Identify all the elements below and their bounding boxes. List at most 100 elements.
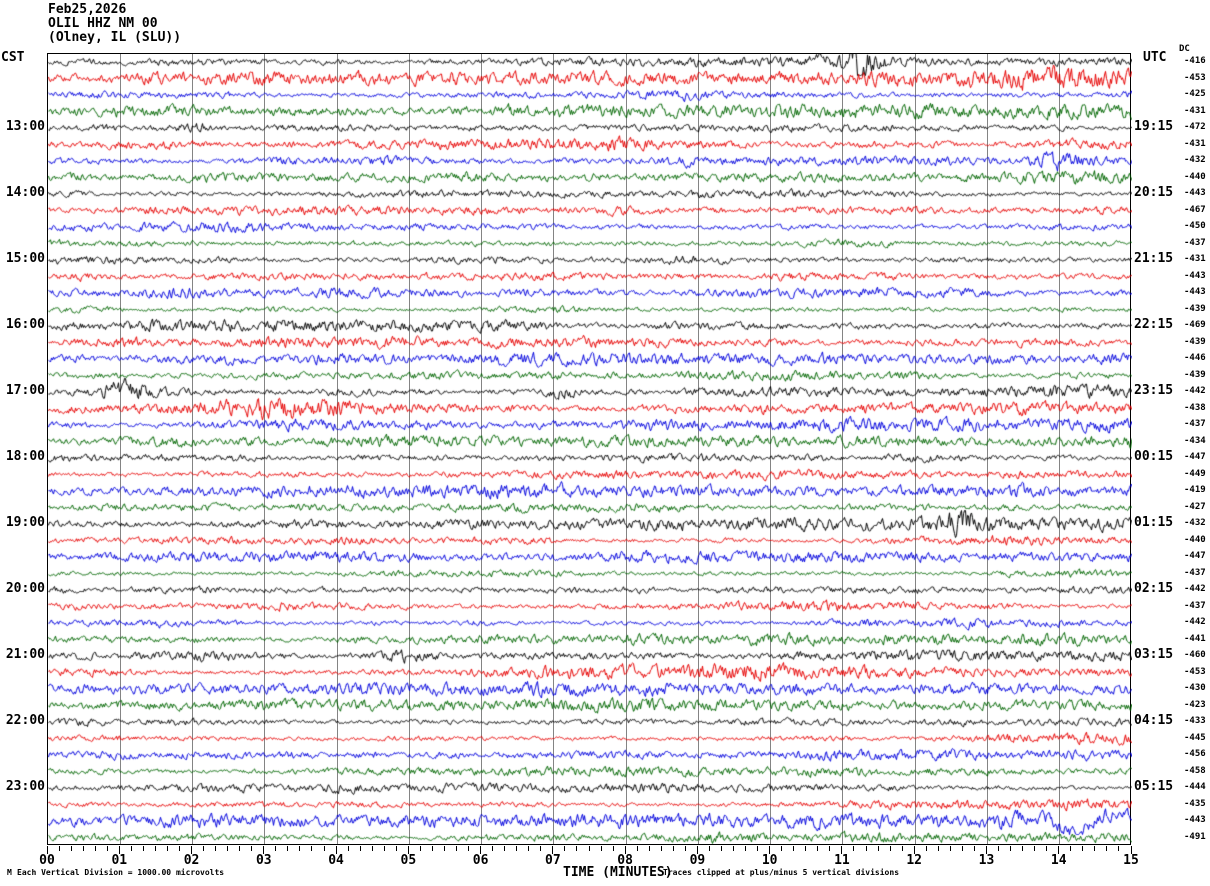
dc-offset-value: -467 [1184, 204, 1206, 215]
x-axis-minor-tick [203, 846, 205, 851]
x-axis-major-tick [407, 846, 409, 854]
utc-hour-label: 20:15 [1134, 185, 1174, 200]
x-axis-minor-tick [540, 846, 542, 851]
dc-offset-value: -443 [1184, 815, 1206, 825]
x-axis-tick-label: 13 [978, 853, 995, 868]
x-axis-minor-tick [395, 846, 397, 851]
x-axis-major-tick [1058, 846, 1060, 854]
cst-hour-label: 20:00 [5, 581, 45, 596]
dc-offset-value: -460 [1184, 650, 1206, 660]
dc-offset-value: -458 [1184, 765, 1206, 776]
right-timezone-label: UTC [1143, 50, 1167, 65]
x-axis-major-tick [552, 846, 554, 854]
utc-hour-label: 22:15 [1134, 317, 1174, 332]
x-axis-tick-label: 02 [183, 853, 200, 868]
dc-offset-value: -442 [1184, 584, 1206, 594]
x-axis-minor-tick [588, 846, 590, 851]
x-axis-tick-label: 08 [617, 853, 633, 868]
dc-offset-value: -435 [1184, 798, 1206, 809]
utc-hour-label: 23:15 [1134, 383, 1174, 398]
x-axis-minor-tick [684, 846, 686, 851]
x-axis-tick-label: 11 [834, 853, 850, 868]
x-axis-minor-tick [901, 846, 903, 851]
x-axis-minor-tick [359, 846, 361, 851]
dc-offset-value: -443 [1184, 287, 1206, 297]
dc-offset-value: -439 [1184, 303, 1206, 314]
x-axis-tick-label: 00 [39, 853, 55, 868]
x-axis-minor-tick [251, 846, 253, 851]
dc-offset-value: -472 [1184, 122, 1206, 132]
x-axis-minor-tick [889, 846, 891, 851]
x-axis-minor-tick [419, 846, 421, 851]
x-axis-minor-tick [708, 846, 710, 851]
x-axis-minor-tick [636, 846, 638, 851]
dc-offset-value: -453 [1184, 72, 1206, 83]
dc-offset-value: -444 [1184, 782, 1206, 792]
x-axis-minor-tick [877, 846, 879, 851]
x-axis-minor-tick [371, 846, 373, 851]
dc-offset-value: -427 [1184, 501, 1206, 512]
x-axis-minor-tick [564, 846, 566, 851]
dc-offset-value: -439 [1184, 336, 1206, 347]
x-axis-minor-tick [347, 846, 349, 851]
dc-offset-value: -433 [1184, 716, 1206, 726]
x-axis-major-tick [769, 846, 771, 854]
x-axis-minor-tick [612, 846, 614, 851]
footer-glyph: M [7, 868, 12, 877]
x-axis-minor-tick [215, 846, 217, 851]
dc-offset-value: -469 [1184, 320, 1206, 330]
utc-hour-label: 00:15 [1134, 449, 1174, 464]
dc-offset-value: -450 [1184, 221, 1206, 231]
x-axis-tick-label: 05 [400, 853, 417, 868]
cst-hour-label: 18:00 [5, 449, 45, 464]
x-axis-tick-label: 15 [1123, 853, 1139, 868]
utc-hour-label: 04:15 [1134, 713, 1174, 728]
dc-offset-value: -419 [1184, 485, 1206, 495]
dc-offset-value: -437 [1184, 600, 1206, 611]
x-axis-tick-label: 01 [111, 853, 128, 868]
x-axis-minor-tick [1034, 846, 1036, 851]
x-axis-minor-tick [998, 846, 999, 851]
x-axis-tick-label: 12 [906, 853, 923, 868]
x-axis-minor-tick [82, 846, 84, 851]
dc-offset-value: -453 [1184, 666, 1206, 677]
x-axis-tick-label: 10 [761, 853, 778, 868]
dc-offset-value: -441 [1184, 633, 1206, 644]
dc-offset-value: -437 [1184, 419, 1206, 429]
x-axis-minor-tick [745, 846, 747, 851]
x-axis-minor-tick [492, 846, 494, 851]
x-axis-minor-tick [178, 846, 180, 851]
utc-hour-label: 02:15 [1134, 581, 1174, 596]
cst-hour-label: 19:00 [5, 515, 45, 530]
x-axis-major-tick [696, 846, 698, 854]
header-date: Feb25,2026 [48, 2, 127, 17]
x-axis-major-tick [985, 846, 987, 854]
x-axis-minor-tick [576, 846, 578, 851]
seismogram-plot-area [47, 53, 1132, 846]
x-axis-minor-tick [311, 846, 313, 851]
dc-offset-value: -431 [1184, 254, 1206, 264]
x-axis-major-tick [46, 846, 48, 854]
x-axis-tick-label: 07 [545, 853, 561, 868]
x-axis-title: TIME (MINUTES) [563, 865, 673, 880]
x-axis-tick-label: 04 [328, 853, 344, 868]
x-axis-minor-tick [817, 846, 819, 851]
x-axis-minor-tick [323, 846, 325, 851]
x-axis-minor-tick [600, 846, 602, 851]
dc-offset-value: -445 [1184, 732, 1206, 743]
dc-offset-value: -437 [1184, 567, 1206, 578]
dc-offset-value: -423 [1184, 699, 1206, 710]
x-axis-minor-tick [1106, 846, 1108, 851]
x-axis-minor-tick [299, 846, 301, 851]
x-axis-minor-tick [154, 846, 156, 851]
x-axis-major-tick [913, 846, 915, 854]
x-axis-minor-tick [720, 846, 722, 851]
left-timezone-label: CST [1, 50, 25, 65]
x-axis-minor-tick [468, 846, 470, 851]
header-station-location: (Olney, IL (SLU)) [48, 30, 182, 45]
dc-offset-value: -446 [1184, 353, 1206, 363]
cst-hour-label: 16:00 [5, 317, 45, 332]
dc-offset-value: -443 [1184, 270, 1206, 281]
x-axis-minor-tick [443, 846, 445, 851]
